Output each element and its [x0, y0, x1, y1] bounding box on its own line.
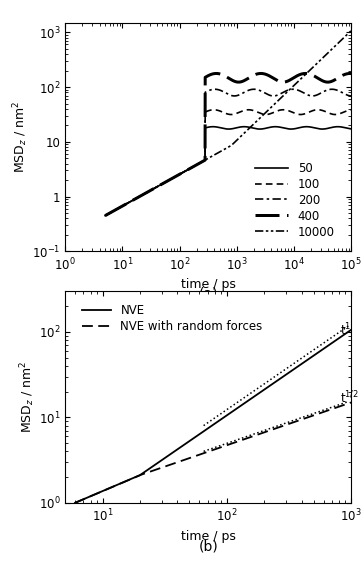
400: [216, 70, 220, 77]
X-axis label: time / ps: time / ps: [181, 279, 236, 292]
NVE with random forces: [73, 499, 77, 506]
NVE: [198, 431, 202, 437]
400: [349, 70, 353, 77]
50: [342, 124, 346, 131]
NVE: [73, 499, 77, 506]
100: [115, 205, 120, 212]
100: [103, 212, 107, 219]
400: [297, 72, 301, 79]
100: [349, 106, 353, 113]
NVE: [281, 373, 285, 380]
Line: 200: 200: [105, 89, 351, 216]
50: [103, 212, 107, 219]
Line: 100: 100: [105, 110, 351, 216]
NVE: [349, 327, 353, 333]
Text: (a): (a): [198, 287, 218, 301]
200: [115, 205, 120, 212]
50: [342, 124, 346, 131]
NVE: [236, 405, 240, 411]
400: [342, 71, 346, 78]
Y-axis label: MSD$_z$ / nm$^2$: MSD$_z$ / nm$^2$: [12, 101, 30, 173]
50: [216, 124, 220, 131]
Line: 50: 50: [105, 127, 351, 216]
200: [297, 87, 301, 94]
200: [342, 90, 346, 97]
10000: [115, 205, 120, 212]
100: [223, 110, 227, 116]
NVE with random forces: [236, 438, 240, 445]
10000: [349, 27, 353, 34]
NVE: [122, 479, 126, 485]
400: [342, 71, 346, 78]
100: [216, 107, 220, 114]
10000: [297, 77, 301, 84]
10000: [342, 34, 346, 41]
50: [115, 205, 120, 212]
Line: NVE with random forces: NVE with random forces: [75, 402, 351, 503]
NVE with random forces: [144, 470, 148, 476]
NVE: [144, 468, 148, 475]
400: [223, 72, 227, 79]
400: [214, 70, 218, 77]
50: [349, 125, 353, 132]
100: [297, 111, 301, 118]
X-axis label: time / ps: time / ps: [181, 530, 236, 543]
NVE with random forces: [122, 479, 126, 485]
Text: t$^1$: t$^1$: [340, 321, 352, 338]
Legend: 50, 100, 200, 400, 10000: 50, 100, 200, 400, 10000: [251, 157, 340, 244]
200: [216, 86, 220, 93]
10000: [216, 149, 220, 156]
10000: [342, 34, 346, 41]
Text: (b): (b): [198, 540, 218, 554]
NVE with random forces: [198, 451, 202, 458]
50: [211, 123, 215, 130]
10000: [223, 146, 227, 153]
Line: NVE: NVE: [75, 330, 351, 503]
10000: [103, 212, 107, 219]
Line: 10000: 10000: [105, 31, 351, 216]
NVE: [257, 389, 262, 396]
Text: t$^{1/2}$: t$^{1/2}$: [340, 389, 359, 406]
NVE with random forces: [349, 399, 353, 406]
100: [342, 108, 346, 115]
200: [223, 89, 227, 96]
400: [103, 212, 107, 219]
100: [212, 106, 216, 113]
NVE with random forces: [257, 431, 262, 437]
50: [223, 125, 227, 132]
50: [297, 124, 301, 131]
Line: 400: 400: [105, 73, 351, 216]
200: [342, 90, 346, 97]
Legend: NVE, NVE with random forces: NVE, NVE with random forces: [77, 299, 268, 338]
Y-axis label: MSD$_z$ / nm$^2$: MSD$_z$ / nm$^2$: [18, 360, 37, 433]
200: [330, 86, 334, 93]
400: [115, 205, 120, 212]
200: [349, 93, 353, 99]
200: [103, 212, 107, 219]
100: [342, 108, 346, 115]
NVE with random forces: [281, 423, 285, 429]
